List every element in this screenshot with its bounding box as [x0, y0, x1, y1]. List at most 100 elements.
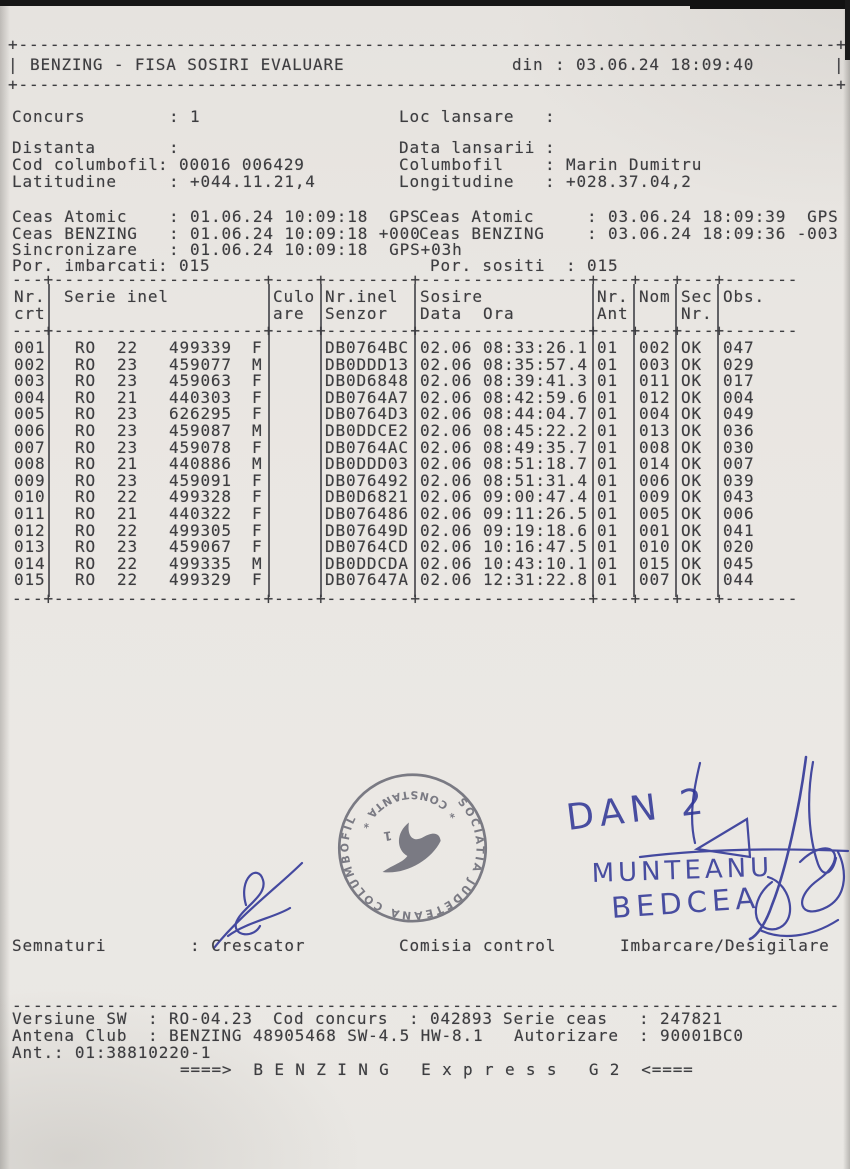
cell-obs: 004 [723, 388, 755, 407]
longitudine-value: +028.37.04,2 [566, 172, 692, 191]
data-lansarii-colon: : [545, 138, 556, 157]
cell-ring: 499329 [169, 570, 232, 589]
cell-date: 02.06 [420, 438, 473, 457]
table-header-row-2: crt are Senzor Data Ora Ant Nr. [0, 305, 850, 322]
cell-time: 09:00:47.4 [483, 487, 588, 506]
cell-ant: 01 [597, 421, 618, 440]
cell-ant: 01 [597, 487, 618, 506]
cell-country: RO [75, 521, 96, 540]
cell-ant: 01 [597, 355, 618, 374]
cell-time: 10:43:10.1 [483, 554, 588, 573]
semnaturi-label: Semnaturi [12, 936, 107, 955]
table-grid-line [675, 284, 677, 597]
cell-year: 22 [117, 521, 138, 540]
table-row: 003 RO 23 459063 F DB0D6848 02.06 08:39:41.3 01 0… [0, 372, 850, 389]
cell-ring: 459078 [169, 438, 232, 457]
columbofil-label: Columbofil [399, 155, 504, 174]
cell-time: 09:11:26.5 [483, 504, 588, 523]
cell-ant: 01 [597, 388, 618, 407]
cell-obs: 017 [723, 371, 755, 390]
imbarcare-signature [758, 918, 840, 938]
cell-nom: 004 [639, 404, 671, 423]
scan-top-edge [0, 0, 850, 6]
cell-date: 02.06 [420, 521, 473, 540]
cell-country: RO [75, 537, 96, 556]
autorizare-colon: : [639, 1026, 650, 1045]
cell-date: 02.06 [420, 338, 473, 357]
data-lansarii-label: Data lansarii [399, 138, 536, 157]
table-row: 006 RO 23 459087 M DB0DDCE2 02.06 08:45:22.2 01 0… [0, 422, 850, 439]
columbofil-colon: : [545, 155, 556, 174]
cell-time: 08:44:04.7 [483, 404, 588, 423]
imbarcare-signature [808, 760, 838, 874]
cell-year: 23 [117, 421, 138, 440]
ceas-benzing-start-label: Ceas BENZING [12, 224, 138, 243]
cell-nom: 013 [639, 421, 671, 440]
cell-nr: 003 [14, 371, 46, 390]
handwritten-text: DAN 2 [564, 781, 711, 839]
table-grid-line [717, 284, 719, 597]
cell-obs: 030 [723, 438, 755, 457]
box-pipe-right: | [834, 55, 845, 74]
cell-ant: 01 [597, 554, 618, 573]
latitudine-colon: : [169, 172, 180, 191]
cell-sex: F [252, 404, 263, 423]
cell-sensor: DB0764CD [325, 537, 409, 556]
table-grid-line [48, 284, 50, 597]
cod-columbofil-label: Cod columbofil [12, 155, 159, 174]
table-row: 002 RO 23 459077 M DB0DDD13 02.06 08:35:57.4 01 0… [0, 356, 850, 373]
crescator-signature [234, 871, 265, 936]
cell-sex: M [252, 421, 263, 440]
longitudine-label: Longitudine [399, 172, 515, 191]
cell-obs: 047 [723, 338, 755, 357]
cell-sec: OK [681, 454, 702, 473]
cell-nom: 006 [639, 471, 671, 490]
cell-sensor: DB076486 [325, 504, 409, 523]
ceas-atomic-start-colon: : [169, 207, 180, 226]
col-header-are: are [273, 304, 305, 323]
cell-ant: 01 [597, 438, 618, 457]
cod-columbofil-colon: : [158, 155, 169, 174]
cell-nr: 008 [14, 454, 46, 473]
longitudine-colon: : [545, 172, 556, 191]
cell-nom: 007 [639, 570, 671, 589]
cell-nr: 010 [14, 487, 46, 506]
cell-obs: 006 [723, 504, 755, 523]
cell-sensor: DB0DDCE2 [325, 421, 409, 440]
cell-nr: 014 [14, 554, 46, 573]
cell-sex: M [252, 355, 263, 374]
report-title: BENZING - FISA SOSIRI EVALUARE [30, 55, 345, 74]
cell-nom: 001 [639, 521, 671, 540]
table-grid-line [414, 284, 416, 597]
benzing-express-banner: ====> B E N Z I N G E x p r e s s G 2 <=… [180, 1060, 694, 1079]
semnaturi-colon: : [190, 936, 201, 955]
cell-sec: OK [681, 487, 702, 506]
cell-date: 02.06 [420, 355, 473, 374]
cell-year: 22 [117, 338, 138, 357]
cell-obs: 044 [723, 570, 755, 589]
cell-sex: F [252, 537, 263, 556]
cell-sec: OK [681, 338, 702, 357]
ceas-benzing-start-value: 01.06.24 10:09:18 +000 [190, 224, 421, 243]
col-header-ant: Ant [597, 304, 629, 323]
cell-sec: OK [681, 471, 702, 490]
antena-club-value: BENZING 48905468 SW-4.5 HW-8.1 [169, 1026, 484, 1045]
cell-ant: 01 [597, 504, 618, 523]
cell-sex: F [252, 338, 263, 357]
handwriting-layer: DAN 2 MUNTEANU BEDCEA [212, 755, 850, 950]
col-header-sec: Sec [681, 287, 713, 306]
cell-obs: 007 [723, 454, 755, 473]
cell-time: 08:42:59.6 [483, 388, 588, 407]
cell-sex: F [252, 438, 263, 457]
col-header-sosire: Sosire [420, 287, 483, 306]
cell-ring: 499328 [169, 487, 232, 506]
ceas-benzing-start-colon: : [169, 224, 180, 243]
cell-sec: OK [681, 537, 702, 556]
ceas-benzing-stop-label: Ceas BENZING [419, 224, 545, 243]
cell-sensor: DB0DDCDA [325, 554, 409, 573]
cell-date: 02.06 [420, 421, 473, 440]
scan-top-edge-dark [690, 0, 850, 9]
cell-sec: OK [681, 404, 702, 423]
cell-ant: 01 [597, 338, 618, 357]
cell-nr: 013 [14, 537, 46, 556]
